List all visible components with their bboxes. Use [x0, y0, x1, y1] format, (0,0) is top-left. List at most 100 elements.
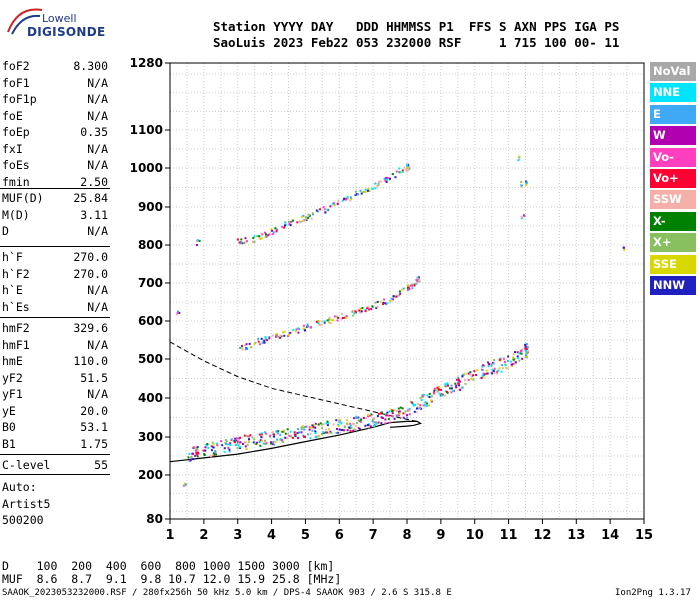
data-point [401, 169, 404, 172]
data-point [387, 418, 390, 420]
param-value: N/A [87, 141, 108, 156]
data-point [279, 334, 282, 337]
data-point [446, 382, 449, 385]
data-point [225, 439, 227, 442]
data-point [406, 414, 408, 417]
param-row: foEs N/A [2, 158, 108, 173]
data-point [188, 460, 191, 462]
data-point [459, 380, 461, 383]
data-point [276, 432, 279, 435]
data-point [197, 239, 200, 242]
data-point [275, 334, 278, 337]
data-point [461, 375, 464, 378]
x-tick-label: 10 [466, 528, 484, 543]
param-name: foF1 [2, 75, 30, 90]
data-point [511, 356, 514, 359]
data-point [307, 433, 309, 436]
data-point [354, 193, 357, 196]
data-point [526, 352, 529, 355]
data-point [461, 386, 464, 389]
x-tick-label: 12 [533, 528, 551, 543]
y-tick-label: 300 [138, 430, 163, 444]
param-row: yF2 51.5 [2, 371, 108, 386]
data-point [501, 364, 504, 367]
data-point [272, 231, 275, 234]
param-row: h`F 270.0 [2, 250, 108, 265]
param-name: fmin [2, 174, 30, 189]
data-point [338, 418, 341, 421]
data-point [194, 449, 197, 452]
data-point [350, 426, 353, 429]
param-row: B0 53.1 [2, 420, 108, 435]
data-point [518, 155, 521, 158]
data-point [470, 377, 473, 380]
data-point [449, 387, 452, 390]
data-point [241, 443, 244, 445]
data-point [312, 213, 314, 216]
data-point [378, 180, 380, 183]
param-row: foE N/A [2, 109, 108, 124]
data-point [211, 441, 214, 444]
data-point [346, 423, 349, 426]
data-point [454, 382, 457, 385]
y-tick-label: 200 [138, 468, 163, 482]
data-point [226, 443, 229, 446]
data-point [481, 365, 484, 368]
data-point [384, 179, 387, 182]
data-point [412, 402, 415, 405]
data-point [195, 451, 198, 454]
param-value: N/A [87, 224, 108, 238]
y-tick-label: 500 [138, 352, 163, 366]
data-point [275, 430, 278, 433]
legend-item: SSE [650, 254, 696, 274]
data-point [391, 173, 394, 176]
data-point [327, 321, 330, 324]
data-point [520, 186, 523, 188]
data-point [244, 441, 246, 444]
data-point [393, 295, 396, 298]
data-point [263, 339, 266, 342]
ionogram-chart: 1 2 3 4 5 6 7 8 9 10 11 12 13 14 158020030040050060070… [130, 56, 653, 543]
y-tick-label: 80 [146, 512, 163, 526]
data-point [236, 238, 239, 241]
data-point [248, 342, 251, 345]
data-point [337, 423, 340, 426]
data-point [396, 414, 399, 417]
data-point [234, 444, 237, 446]
data-point [353, 417, 356, 420]
data-point [329, 322, 332, 325]
data-point [335, 432, 338, 434]
data-point [497, 369, 500, 372]
data-point [389, 177, 391, 180]
data-point [327, 422, 330, 425]
data-point [517, 159, 520, 162]
data-point [525, 184, 528, 187]
data-point [256, 441, 259, 444]
data-point [271, 229, 273, 232]
param-value: 25.84 [73, 191, 108, 205]
data-point [246, 240, 248, 243]
data-point [354, 310, 357, 313]
data-point [279, 438, 282, 440]
data-point [359, 189, 362, 192]
data-point [183, 483, 186, 486]
data-point [314, 432, 317, 435]
data-point [509, 360, 512, 363]
data-point [249, 434, 252, 437]
data-point [323, 321, 326, 324]
logo-text-digisonde: DIGISONDE [27, 25, 106, 39]
data-point [322, 423, 325, 426]
data-point [317, 435, 320, 438]
data-point [401, 407, 404, 410]
param-row: C-level 55 [2, 458, 108, 473]
data-point [292, 328, 295, 331]
data-point [234, 437, 237, 440]
data-point [289, 331, 292, 334]
data-point [203, 453, 206, 456]
data-point [325, 422, 328, 425]
data-point [364, 310, 367, 313]
data-point [304, 426, 306, 428]
data-point [337, 199, 340, 202]
data-point [402, 412, 405, 415]
data-point [425, 405, 428, 407]
